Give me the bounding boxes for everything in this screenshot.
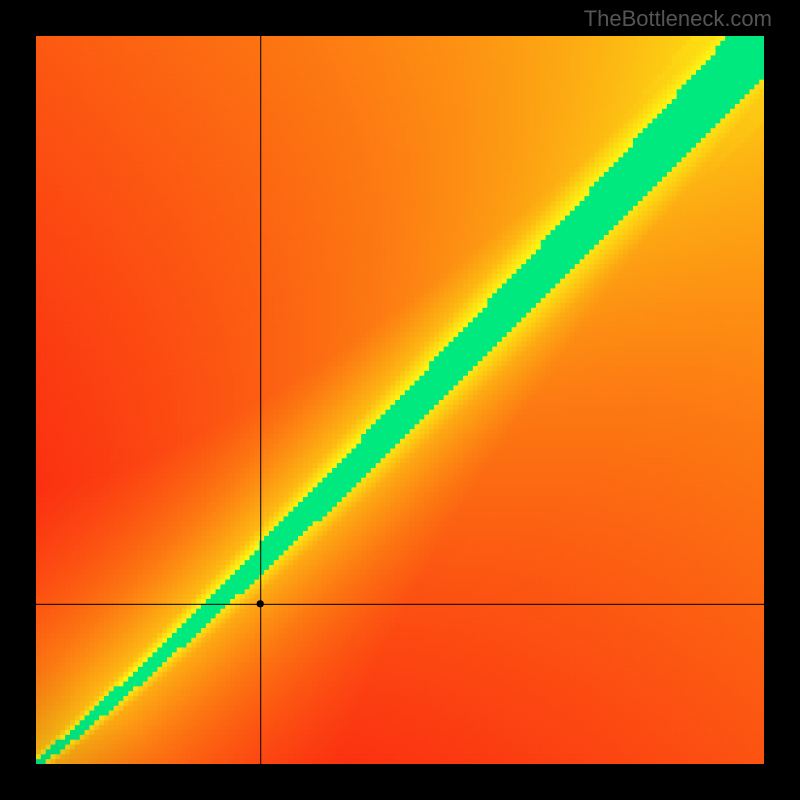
chart-container: { "watermark": { "text": "TheBottleneck.… [0, 0, 800, 800]
watermark-text: TheBottleneck.com [584, 6, 772, 32]
heatmap-plot-area [36, 36, 764, 764]
heatmap-canvas [36, 36, 764, 764]
